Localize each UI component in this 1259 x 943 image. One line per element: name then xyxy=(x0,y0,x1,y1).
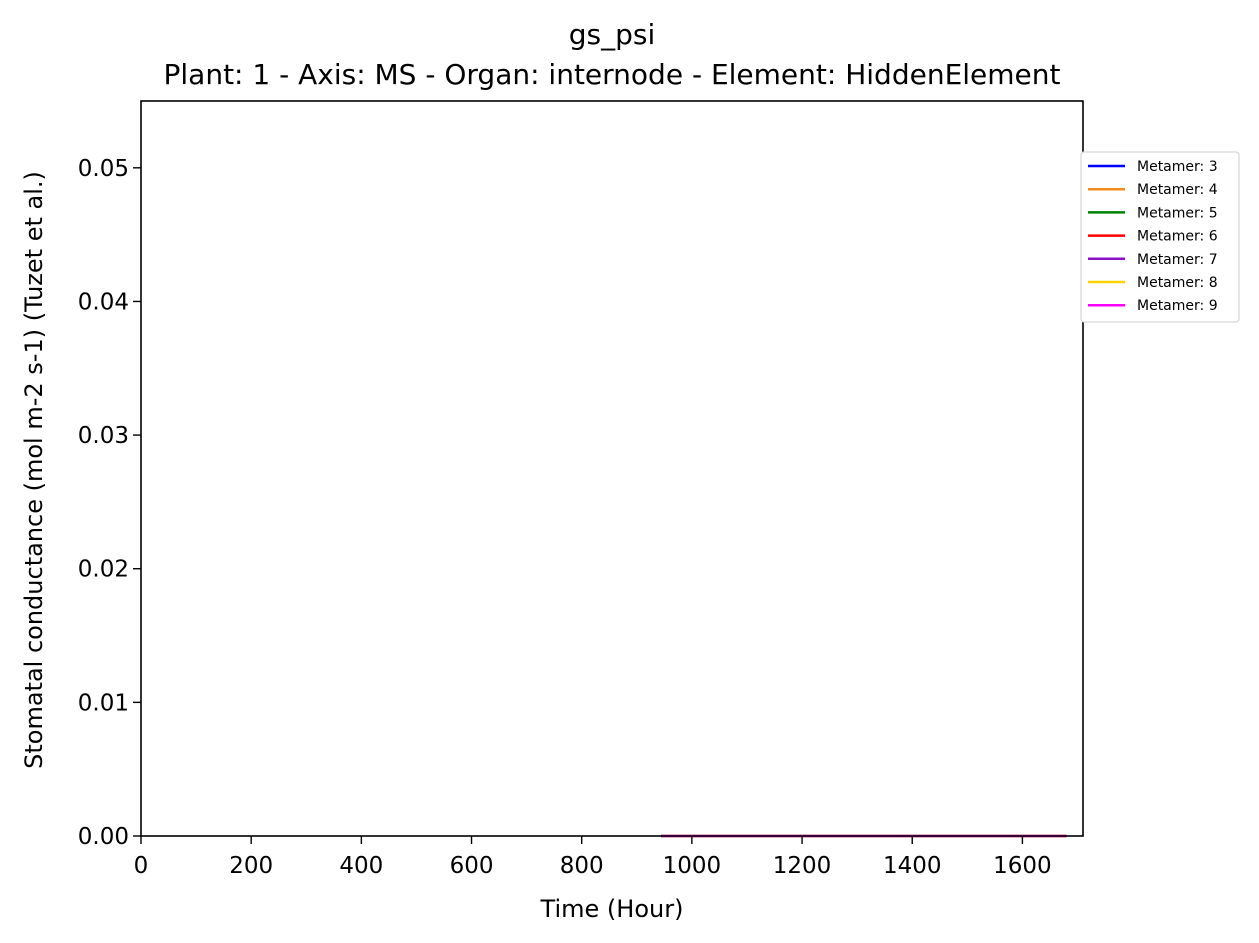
y-axis-label: Stomatal conductance (mol m-2 s-1) (Tuze… xyxy=(20,171,48,769)
legend-label-metamer-3: Metamer: 3 xyxy=(1137,159,1218,175)
chart-title: gs_psi xyxy=(569,18,656,51)
x-tick-label-1600: 1600 xyxy=(993,853,1052,879)
x-tick-label-0: 0 xyxy=(134,853,149,879)
y-tick-label-0: 0.00 xyxy=(78,824,129,850)
plot-background xyxy=(141,101,1083,836)
legend-label-metamer-5: Metamer: 5 xyxy=(1137,205,1218,221)
x-axis-label: Time (Hour) xyxy=(540,895,684,923)
legend-label-metamer-4: Metamer: 4 xyxy=(1137,182,1218,198)
x-tick-label-800: 800 xyxy=(560,853,604,879)
x-tick-label-400: 400 xyxy=(339,853,383,879)
x-tick-label-600: 600 xyxy=(450,853,494,879)
x-tick-label-200: 200 xyxy=(229,853,273,879)
y-tick-label-0-03: 0.03 xyxy=(78,423,129,449)
plot-frame xyxy=(140,100,1084,837)
chart-subtitle: Plant: 1 - Axis: MS - Organ: internode -… xyxy=(164,58,1061,91)
axes-group: 0 200 400 600 800 1000 1200 1400 1600 0.00 0.01 0.0… xyxy=(78,100,1084,879)
y-tick-label-0-04: 0.04 xyxy=(78,289,129,315)
legend-label-metamer-6: Metamer: 6 xyxy=(1137,229,1218,245)
x-tick-label-1000: 1000 xyxy=(663,853,722,879)
x-tick-label-1200: 1200 xyxy=(773,853,832,879)
legend-box xyxy=(1080,151,1240,323)
legend-label-metamer-9: Metamer: 9 xyxy=(1137,298,1218,314)
y-tick-label-0-02: 0.02 xyxy=(78,557,129,583)
y-tick-label-0-01: 0.01 xyxy=(78,690,129,716)
legend: Metamer: 3 Metamer: 4 Metamer: 5 Metamer: 6… xyxy=(1080,151,1240,323)
legend-label-metamer-7: Metamer: 7 xyxy=(1137,252,1218,268)
plot-area xyxy=(141,101,1083,836)
y-tick-label-0-05: 0.05 xyxy=(78,156,129,182)
x-tick-label-1400: 1400 xyxy=(883,853,942,879)
legend-label-metamer-8: Metamer: 8 xyxy=(1137,275,1218,291)
